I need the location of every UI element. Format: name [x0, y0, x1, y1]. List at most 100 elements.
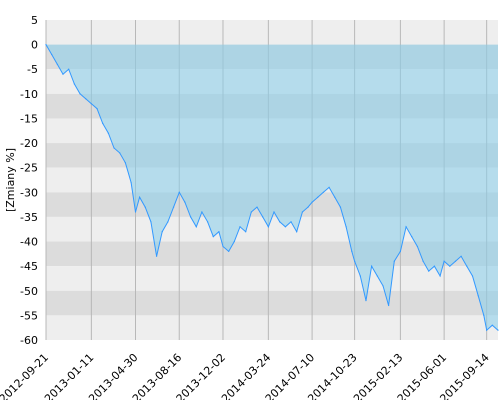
data-point [228, 250, 230, 252]
data-point [256, 206, 258, 208]
data-point [201, 211, 203, 213]
y-band [46, 290, 498, 316]
data-point [189, 216, 192, 218]
data-point [45, 44, 47, 46]
y-tick-label: -60 [20, 334, 38, 347]
y-tick-label: -30 [20, 186, 38, 199]
data-point [207, 221, 209, 223]
x-tick-label: 2013-01-11 [42, 351, 96, 400]
data-point [184, 201, 186, 203]
data-point [301, 211, 303, 213]
data-point [290, 221, 292, 223]
y-tick-label: 5 [31, 14, 38, 27]
data-point [56, 63, 58, 65]
data-point [68, 68, 70, 70]
data-point [296, 231, 298, 233]
data-point [466, 265, 468, 267]
data-point [411, 236, 413, 238]
data-point [382, 285, 384, 287]
y-band [46, 266, 498, 291]
data-point [107, 132, 109, 134]
data-point [359, 275, 361, 277]
data-point [222, 245, 224, 248]
data-point [155, 255, 158, 257]
data-point [433, 265, 436, 267]
y-band [46, 315, 498, 340]
data-point [354, 260, 356, 262]
y-tick-label: -35 [20, 211, 38, 224]
data-point [51, 53, 53, 56]
data-point [460, 255, 462, 257]
data-point [322, 191, 325, 193]
data-point [311, 201, 313, 203]
data-point [62, 73, 64, 75]
data-point [491, 324, 493, 326]
data-point [399, 250, 401, 252]
y-tick-label: 0 [31, 39, 38, 52]
y-tick-label: -45 [20, 260, 38, 273]
data-point [85, 98, 87, 100]
data-point [79, 93, 81, 95]
y-tick-label: -10 [20, 88, 38, 101]
data-point [102, 122, 104, 124]
data-point [119, 152, 121, 154]
data-point [371, 265, 373, 267]
data-point [328, 186, 330, 188]
x-axis-ticks: 2012-09-212013-01-112013-04-302013-08-16… [0, 351, 492, 400]
data-point [365, 300, 367, 302]
data-point [351, 250, 353, 252]
data-point [486, 329, 488, 331]
data-point [483, 314, 485, 316]
data-point [134, 211, 137, 213]
data-point [195, 226, 197, 228]
data-point [422, 260, 424, 262]
y-tick-label: -15 [20, 112, 38, 125]
data-point [449, 265, 451, 267]
data-point [96, 108, 98, 110]
data-point [273, 211, 275, 213]
data-point [307, 206, 309, 208]
data-point [124, 162, 126, 164]
series-area [46, 44, 498, 331]
y-axis-ticks: 5 0 -5 -10 -15 -20 -25 -30 -35 -40 -45 -50 -55 -60 [20, 14, 38, 347]
data-point [477, 295, 479, 297]
data-point [405, 226, 407, 228]
data-point [262, 216, 264, 218]
data-point [144, 206, 146, 208]
data-point [218, 231, 220, 233]
data-point [443, 260, 445, 262]
data-point [239, 226, 241, 228]
data-point [178, 191, 180, 193]
data-point [339, 206, 342, 208]
data-point [90, 103, 92, 105]
data-point [167, 221, 169, 223]
data-point [267, 226, 269, 228]
area-layer [45, 44, 499, 332]
data-point [212, 236, 214, 238]
y-band [46, 20, 498, 45]
y-tick-label: -20 [20, 137, 38, 150]
data-point [454, 260, 457, 262]
data-point [138, 196, 141, 198]
data-point [428, 270, 430, 272]
data-point [416, 245, 419, 248]
data-point [334, 196, 336, 198]
y-tick-label: -5 [27, 63, 38, 76]
data-point [233, 240, 235, 243]
x-tick-label: 2012-09-21 [0, 351, 51, 400]
data-point [317, 196, 319, 198]
data-point [388, 304, 390, 307]
data-point [471, 275, 474, 277]
data-point [284, 226, 286, 228]
data-point [376, 275, 378, 277]
data-point [345, 226, 347, 228]
data-point [161, 231, 163, 233]
data-point [439, 275, 441, 277]
y-tick-label: -55 [20, 309, 38, 322]
data-point [497, 329, 499, 331]
data-point [113, 147, 115, 149]
data-point [393, 260, 395, 262]
data-point [279, 221, 281, 223]
